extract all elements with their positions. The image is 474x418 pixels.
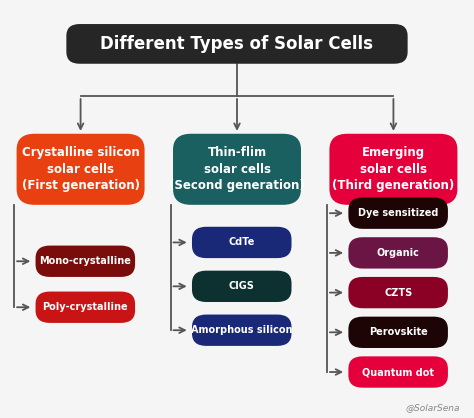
Text: Poly-crystalline: Poly-crystalline: [43, 302, 128, 312]
FancyBboxPatch shape: [348, 198, 448, 229]
FancyBboxPatch shape: [17, 134, 145, 205]
FancyBboxPatch shape: [192, 271, 292, 302]
Text: Different Types of Solar Cells: Different Types of Solar Cells: [100, 35, 374, 53]
FancyBboxPatch shape: [66, 24, 408, 64]
Text: CIGS: CIGS: [229, 281, 255, 291]
Text: Perovskite: Perovskite: [369, 327, 428, 337]
FancyBboxPatch shape: [173, 134, 301, 205]
FancyBboxPatch shape: [192, 227, 292, 258]
Text: Mono-crystalline: Mono-crystalline: [39, 256, 131, 266]
Text: Amorphous silicon: Amorphous silicon: [191, 325, 292, 335]
Text: Thin-flim
solar cells
(Second generation): Thin-flim solar cells (Second generation…: [169, 146, 305, 192]
Text: Crystalline silicon
solar cells
(First generation): Crystalline silicon solar cells (First g…: [22, 146, 139, 192]
Text: CZTS: CZTS: [384, 288, 412, 298]
Text: Emerging
solar cells
(Third generation): Emerging solar cells (Third generation): [332, 146, 455, 192]
FancyBboxPatch shape: [348, 356, 448, 388]
FancyBboxPatch shape: [36, 245, 135, 277]
FancyBboxPatch shape: [348, 317, 448, 348]
Text: Quantum dot: Quantum dot: [362, 367, 434, 377]
Text: @SolarSena: @SolarSena: [405, 403, 460, 412]
FancyBboxPatch shape: [192, 314, 292, 346]
FancyBboxPatch shape: [348, 237, 448, 268]
FancyBboxPatch shape: [36, 292, 135, 323]
Text: Dye sensitized: Dye sensitized: [358, 208, 438, 218]
FancyBboxPatch shape: [329, 134, 457, 205]
FancyBboxPatch shape: [348, 277, 448, 308]
Text: Organic: Organic: [377, 248, 419, 258]
Text: CdTe: CdTe: [228, 237, 255, 247]
